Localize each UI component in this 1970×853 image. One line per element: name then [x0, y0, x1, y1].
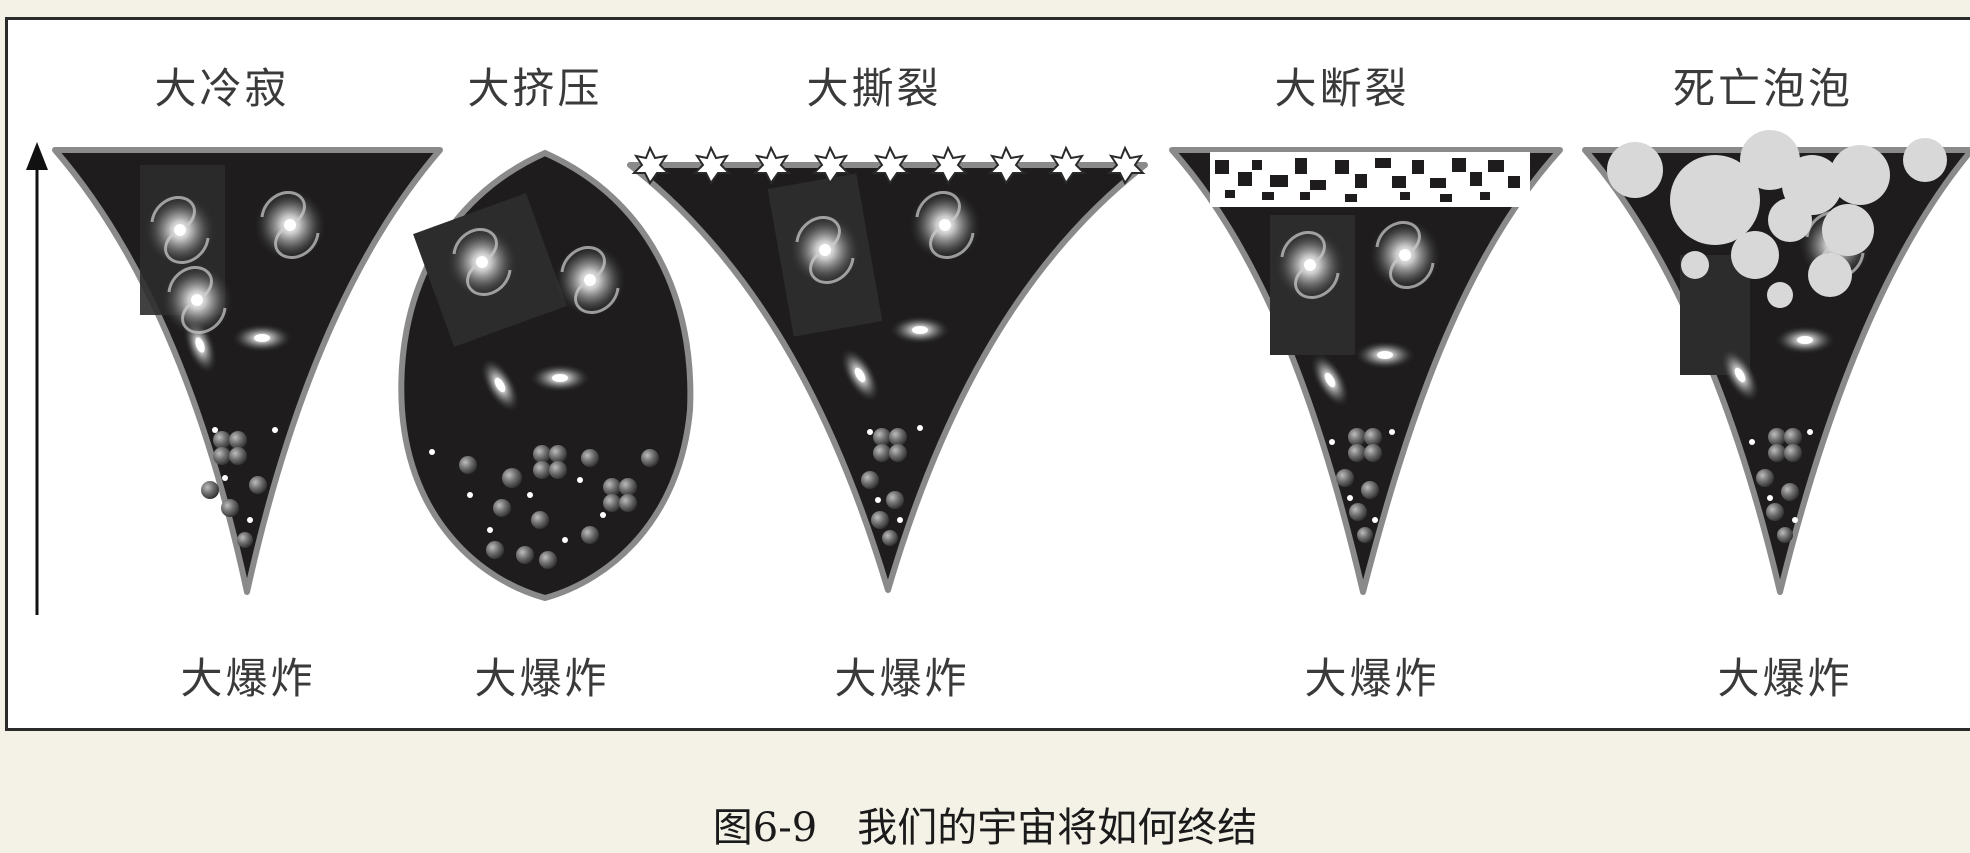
- vacuum-bubbles: [1607, 130, 1947, 308]
- universe-big-crunch: [398, 149, 694, 602]
- universe-big-rip: [627, 145, 1148, 593]
- label-big-bang-1: 大爆炸: [180, 654, 316, 703]
- universe-death-bubbles: [1582, 130, 1970, 595]
- label-death-bubbles: 死亡泡泡: [1672, 64, 1854, 113]
- label-big-freeze: 大冷寂: [154, 64, 290, 113]
- pixel-noise: [1215, 158, 1520, 202]
- universe-big-freeze: [52, 147, 443, 595]
- label-big-crunch: 大挤压: [467, 64, 603, 113]
- rip-stars: [631, 145, 1146, 185]
- label-big-bang-2: 大爆炸: [474, 654, 610, 703]
- figure-frame: [5, 17, 1970, 731]
- label-big-rip: 大撕裂: [806, 64, 942, 113]
- figure-title: 我们的宇宙将如何终结: [857, 805, 1258, 851]
- universe-big-snap: [1169, 147, 1563, 595]
- time-arrow: [26, 142, 48, 615]
- figure-caption: 图6-9 我们的宇宙将如何终结: [713, 795, 1257, 853]
- label-big-bang-5: 大爆炸: [1717, 654, 1853, 703]
- label-big-bang-4: 大爆炸: [1304, 654, 1440, 703]
- figure-number: 图6-9: [712, 805, 818, 851]
- label-big-snap: 大断裂: [1274, 64, 1410, 113]
- label-big-bang-3: 大爆炸: [834, 654, 970, 703]
- diagram: [26, 130, 1970, 615]
